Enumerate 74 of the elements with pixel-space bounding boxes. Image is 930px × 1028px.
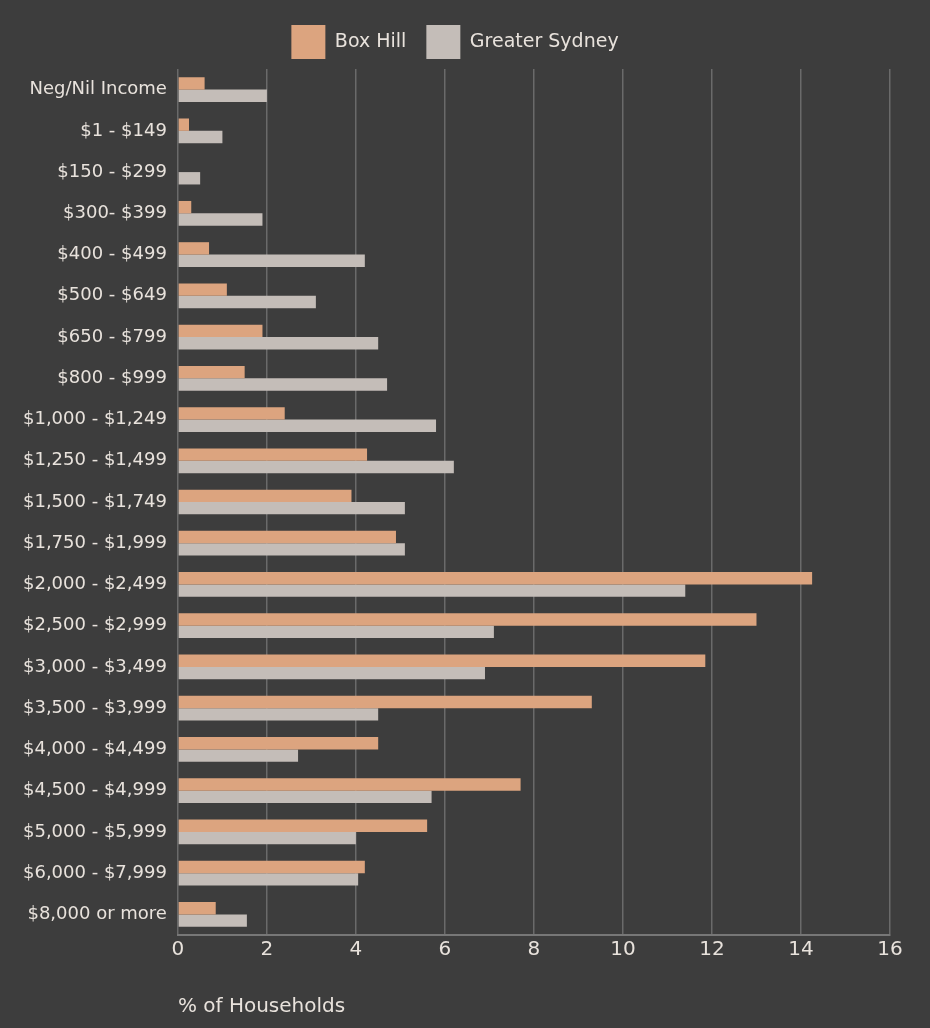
bar xyxy=(178,337,379,350)
bar xyxy=(178,200,192,214)
bar xyxy=(178,914,247,927)
x-tick-label: 4 xyxy=(349,936,363,961)
x-tick-label: 10 xyxy=(610,936,636,961)
bar xyxy=(178,130,223,144)
bar xyxy=(178,572,813,585)
bar xyxy=(178,460,454,474)
y-tick-label: $2,000 - $2,499 xyxy=(23,572,167,594)
bar xyxy=(178,860,365,874)
y-tick-label: $500 - $649 xyxy=(57,283,167,305)
bar xyxy=(178,118,190,131)
bar xyxy=(178,213,263,226)
x-tick-label: 2 xyxy=(260,936,274,961)
bar xyxy=(178,737,379,750)
y-tick-label: $1,000 - $1,249 xyxy=(23,407,167,429)
y-tick-label: $4,000 - $4,499 xyxy=(23,737,167,759)
bar xyxy=(178,819,428,832)
bar xyxy=(178,283,227,296)
legend-label: Box Hill xyxy=(334,28,407,51)
y-tick-label: $3,500 - $3,999 xyxy=(23,695,167,717)
bar xyxy=(178,502,405,515)
y-tick-label: $4,500 - $4,999 xyxy=(23,778,167,800)
x-tick-label: 6 xyxy=(438,936,452,961)
bar xyxy=(178,790,432,804)
bar xyxy=(178,254,365,267)
bar xyxy=(178,489,352,502)
bar xyxy=(178,873,359,886)
y-tick-label: $2,500 - $2,999 xyxy=(23,613,167,635)
y-tick-label: $400 - $499 xyxy=(57,242,167,264)
x-tick-label: 16 xyxy=(877,936,903,961)
bar xyxy=(178,695,592,709)
y-tick-label: $1,750 - $1,999 xyxy=(23,530,167,552)
bar xyxy=(178,902,216,915)
y-tick-label: $150 - $299 xyxy=(57,159,167,181)
y-tick-label: Neg/Nil Income xyxy=(29,77,167,99)
x-tick-label: 12 xyxy=(699,936,725,961)
bar xyxy=(178,378,388,391)
bar xyxy=(178,530,396,544)
bar xyxy=(178,295,316,309)
bar xyxy=(178,172,201,185)
x-axis-title: % of Households xyxy=(177,993,346,1018)
y-tick-label: $800 - $999 xyxy=(57,365,167,387)
bar xyxy=(178,831,356,845)
y-tick-label: $8,000 or more xyxy=(27,902,167,924)
bar xyxy=(178,407,285,420)
y-tick-label: $1,500 - $1,749 xyxy=(23,489,167,511)
bar xyxy=(178,324,263,338)
legend-label: Greater Sydney xyxy=(469,28,619,51)
x-tick-label: 0 xyxy=(171,936,185,961)
bar xyxy=(178,708,379,721)
bar xyxy=(178,365,245,379)
x-tick-label: 14 xyxy=(788,936,814,961)
y-tick-label: $650 - $799 xyxy=(57,324,167,346)
y-tick-label: $5,000 - $5,999 xyxy=(23,819,167,841)
bar xyxy=(178,89,267,102)
bar xyxy=(178,242,210,255)
bar xyxy=(178,419,437,432)
y-tick-label: $6,000 - $7,999 xyxy=(23,860,167,882)
y-tick-label: $1 - $149 xyxy=(80,118,167,140)
y-tick-label: $300- $399 xyxy=(63,201,167,223)
bar xyxy=(178,666,485,680)
x-tick-label: 8 xyxy=(527,936,541,961)
y-tick-label: $1,250 - $1,499 xyxy=(23,448,167,470)
bar xyxy=(178,778,521,791)
y-tick-label: $3,000 - $3,499 xyxy=(23,654,167,676)
bar xyxy=(178,749,299,762)
bar xyxy=(178,584,686,597)
bar xyxy=(178,625,494,639)
bar xyxy=(178,654,706,667)
bar xyxy=(178,448,368,461)
bar xyxy=(178,613,757,626)
bar xyxy=(178,543,405,556)
bar xyxy=(178,77,205,90)
